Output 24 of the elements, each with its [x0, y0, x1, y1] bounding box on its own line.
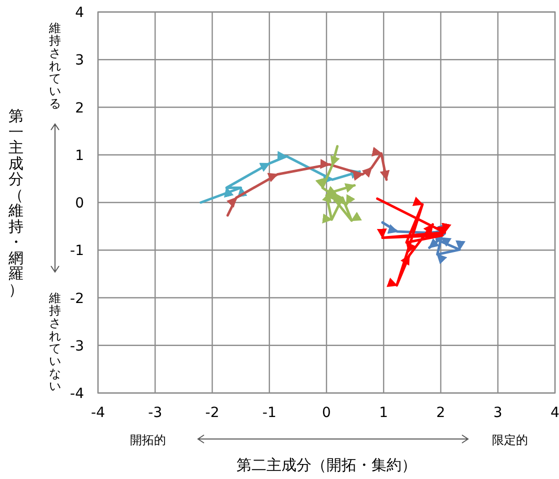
y-tick-label: 0 [75, 196, 84, 212]
y-tick-label: -3 [70, 338, 84, 354]
y-tick-label: 4 [75, 5, 84, 21]
text: 維持されている [48, 21, 61, 111]
x-tick-label: 2 [436, 405, 446, 421]
y-tick-label: -4 [70, 386, 84, 402]
x-tick-label: 3 [493, 405, 502, 421]
x-tick-label: 4 [550, 405, 559, 421]
y-tick-label: 3 [75, 52, 84, 69]
x-tick-label: -1 [262, 405, 276, 421]
x-tick-label: -4 [91, 405, 106, 421]
text: 第一主成分（維持・網羅） [8, 107, 24, 298]
y-tick-label: 2 [75, 100, 84, 116]
x-axis-title: 第二主成分（開拓・集約） [236, 456, 416, 474]
x-tick-label: 1 [379, 405, 388, 421]
y-tick-label: -1 [70, 243, 84, 260]
text: 開拓的 [130, 433, 166, 447]
x-tick-label: -3 [148, 405, 162, 421]
x-tick-label: -2 [205, 405, 220, 421]
y-tick-label: -2 [70, 290, 84, 307]
text: 限定的 [492, 433, 528, 447]
x-tick-label: 0 [322, 405, 331, 421]
text: 維持されていない [48, 291, 61, 394]
y-tick-label: 1 [75, 148, 84, 164]
